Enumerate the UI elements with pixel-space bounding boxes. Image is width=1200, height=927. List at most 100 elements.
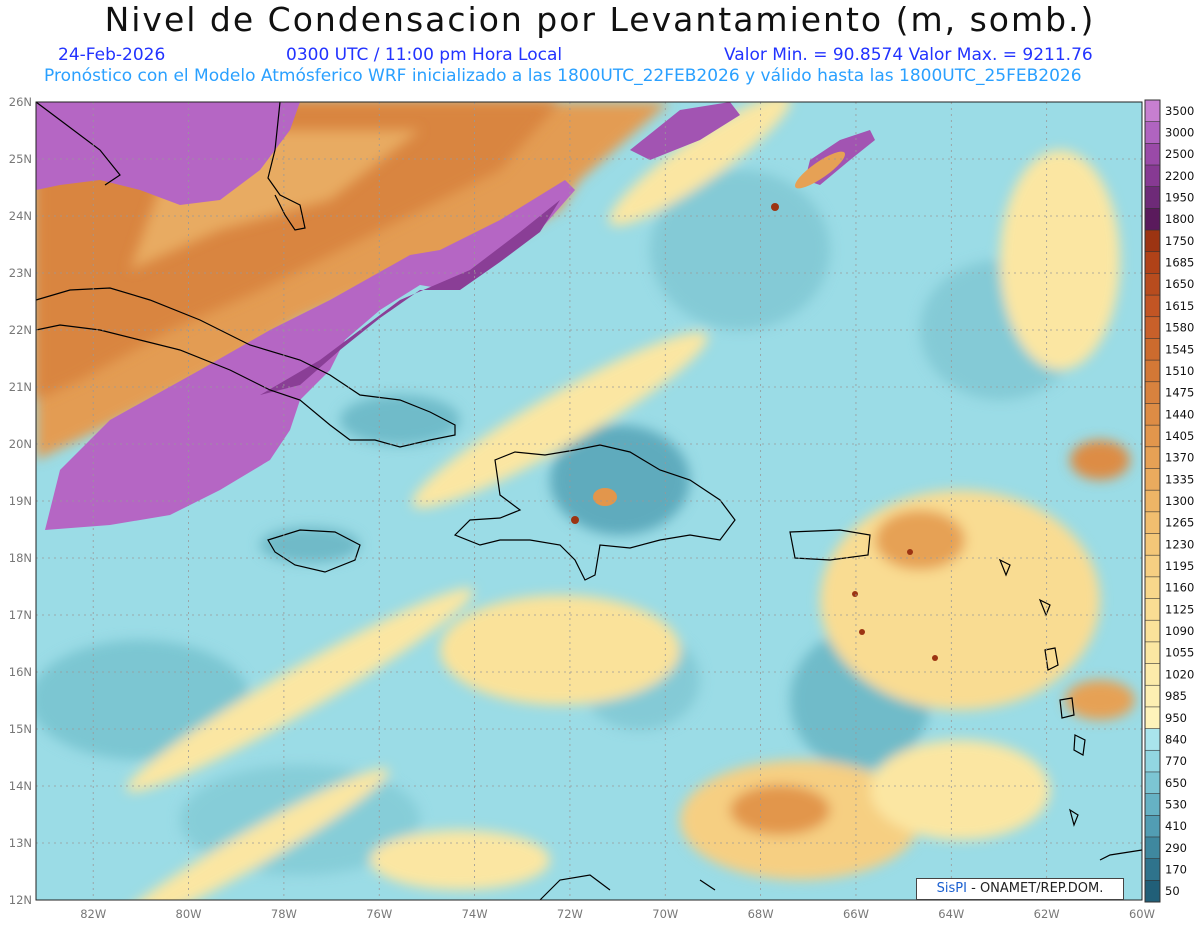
colorbar-swatch: [1145, 338, 1160, 361]
colorbar-swatch: [1145, 425, 1160, 448]
colorbar-swatch: [1145, 403, 1160, 426]
lat-tick-label: 24N: [9, 209, 32, 223]
map-frame: [35, 101, 1143, 901]
colorbar-swatch: [1145, 208, 1160, 231]
colorbar-label: 950: [1165, 711, 1187, 725]
lon-tick-label: 78W: [271, 907, 297, 921]
lat-tick-label: 22N: [9, 323, 32, 337]
colorbar-label: 1510: [1165, 364, 1194, 378]
lat-tick-label: 19N: [9, 494, 32, 508]
colorbar-swatch: [1145, 728, 1160, 751]
credit-brand: SisPI: [936, 881, 967, 896]
colorbar-label: 1195: [1165, 559, 1194, 573]
forecast-time: 0300 UTC / 11:00 pm Hora Local: [286, 45, 563, 65]
colorbar-swatch: [1145, 858, 1160, 881]
colorbar-label: 410: [1165, 819, 1187, 833]
colorbar-label: 170: [1165, 862, 1187, 876]
colorbar-swatch: [1145, 100, 1160, 123]
colorbar-swatch: [1145, 490, 1160, 513]
lat-tick-label: 26N: [9, 95, 32, 109]
colorbar-label: 1265: [1165, 516, 1194, 530]
colorbar-swatch: [1145, 750, 1160, 773]
lat-tick-label: 20N: [9, 437, 32, 451]
colorbar-label: 3500: [1165, 104, 1194, 118]
colorbar-swatch: [1145, 468, 1160, 491]
colorbar-swatch: [1145, 793, 1160, 816]
latitude-axis: 26N 25N 24N 23N 22N 21N 20N 19N 18N 17N 16N 15N 14N 1…: [9, 95, 32, 907]
colorbar-label: 1370: [1165, 451, 1194, 465]
forecast-date: 24-Feb-2026: [58, 45, 166, 65]
colorbar-swatch: [1145, 641, 1160, 665]
colorbar-swatch: [1145, 165, 1160, 188]
colorbar-label: 1750: [1165, 234, 1194, 248]
colorbar-label: 1335: [1165, 472, 1194, 486]
lon-tick-label: 66W: [843, 907, 869, 921]
lat-tick-label: 16N: [9, 665, 32, 679]
credit-box: SisPI - ONAMET/REP.DOM.: [916, 878, 1124, 900]
lcl-field: [36, 102, 1142, 900]
colorbar-swatch: [1145, 186, 1160, 209]
lon-tick-label: 64W: [938, 907, 964, 921]
colorbar-swatch: [1145, 685, 1160, 708]
colorbar-label: 1685: [1165, 256, 1194, 270]
colorbar-label: 1125: [1165, 602, 1194, 616]
lon-tick-label: 74W: [462, 907, 488, 921]
lon-tick-label: 62W: [1034, 907, 1060, 921]
colorbar-label: 1160: [1165, 581, 1194, 595]
colorbar-swatch: [1145, 620, 1160, 643]
colorbar-label: 1475: [1165, 386, 1194, 400]
colorbar-label: 50: [1165, 884, 1180, 898]
lat-tick-label: 21N: [9, 380, 32, 394]
lat-tick-label: 17N: [9, 608, 32, 622]
coastlines: [35, 101, 1143, 901]
value-range: Valor Min. = 90.8574 Valor Max. = 9211.7…: [724, 45, 1093, 65]
colorbar-label: 2200: [1165, 169, 1194, 183]
colorbar-label: 1055: [1165, 646, 1194, 660]
colorbar-swatch: [1145, 381, 1160, 404]
colorbar-label: 1950: [1165, 191, 1194, 205]
colorbar-swatch: [1145, 121, 1160, 144]
colorbar-label: 3000: [1165, 126, 1194, 140]
credit-text: - ONAMET/REP.DOM.: [966, 881, 1104, 896]
gridlines: [36, 102, 1142, 900]
colorbar-swatch: [1145, 251, 1160, 274]
colorbar-label: 1580: [1165, 321, 1194, 335]
colorbar-swatch: [1145, 663, 1160, 686]
lon-tick-label: 82W: [80, 907, 106, 921]
colorbar-swatch: [1145, 771, 1160, 795]
lat-tick-label: 12N: [9, 893, 32, 907]
colorbar-label: 2500: [1165, 147, 1194, 161]
lat-tick-label: 13N: [9, 836, 32, 850]
lat-tick-label: 25N: [9, 152, 32, 166]
colorbar-swatch: [1145, 880, 1160, 903]
lon-tick-label: 72W: [557, 907, 583, 921]
colorbar-swatch: [1145, 360, 1160, 383]
lat-tick-label: 14N: [9, 779, 32, 793]
colorbar-label: 985: [1165, 689, 1187, 703]
colorbar-label: 1020: [1165, 667, 1194, 681]
colorbar-swatch: [1145, 836, 1160, 860]
colorbar: 3500 3000 2500 2200 1950 1800 1750 1685 1650 1615…: [1144, 99, 1194, 903]
lat-tick-label: 18N: [9, 551, 32, 565]
lon-tick-label: 60W: [1129, 907, 1155, 921]
colorbar-swatch: [1145, 555, 1160, 578]
lon-tick-label: 70W: [652, 907, 678, 921]
lon-tick-label: 80W: [176, 907, 202, 921]
colorbar-swatch: [1145, 143, 1160, 166]
colorbar-swatch: [1145, 815, 1160, 838]
colorbar-swatch: [1145, 576, 1160, 600]
colorbar-label: 1230: [1165, 537, 1194, 551]
colorbar-label: 290: [1165, 841, 1187, 855]
colorbar-label: 1300: [1165, 494, 1194, 508]
colorbar-swatch: [1145, 533, 1160, 556]
colorbar-label: 1440: [1165, 407, 1194, 421]
map-title: Nivel de Condensacion por Levantamiento …: [104, 0, 1096, 39]
colorbar-label: 530: [1165, 797, 1187, 811]
colorbar-swatch: [1145, 511, 1160, 535]
colorbar-label: 1650: [1165, 277, 1194, 291]
colorbar-swatch: [1145, 273, 1160, 296]
colorbar-label: 840: [1165, 732, 1187, 746]
colorbar-label: 770: [1165, 754, 1187, 768]
colorbar-swatch: [1145, 316, 1160, 339]
